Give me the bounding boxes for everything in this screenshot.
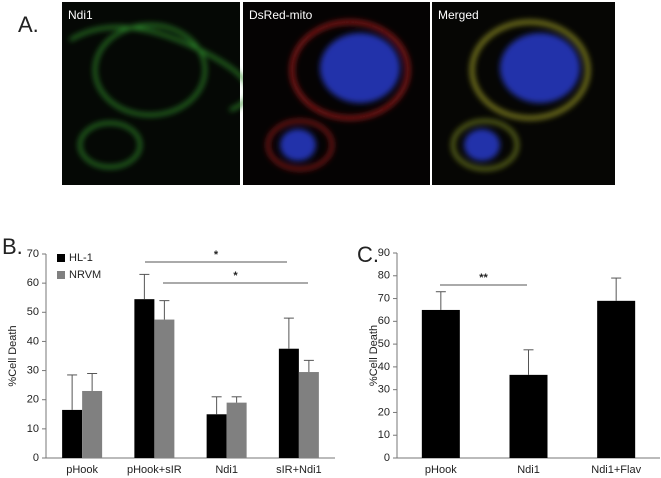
y-axis-label: %Cell Death: [368, 325, 380, 386]
x-tick-label: sIR+Ndi1: [276, 464, 322, 476]
legend-label: HL-1: [69, 252, 93, 264]
panel-label: A.: [18, 12, 39, 37]
bar: [509, 374, 548, 458]
y-axis-label: %Cell Death: [7, 325, 19, 386]
x-tick-label: Ndi1+Flav: [591, 464, 641, 476]
y-tick-label: 40: [378, 361, 390, 373]
bar: [206, 414, 227, 458]
bar: [298, 372, 319, 458]
bar: [278, 348, 299, 458]
y-tick-label: 0: [384, 452, 390, 464]
panel-label: C.: [357, 242, 379, 267]
y-tick-label: 90: [378, 247, 390, 259]
image-label: DsRed-mito: [249, 8, 313, 22]
y-tick-label: 40: [27, 335, 39, 347]
x-tick-label: Ndi1: [517, 464, 540, 476]
micrograph: [243, 2, 430, 185]
significance-label: *: [233, 270, 238, 282]
micrograph: [432, 2, 615, 185]
x-tick-label: Ndi1: [215, 464, 238, 476]
y-tick-label: 10: [27, 423, 39, 435]
x-tick-label: pHook+sIR: [127, 464, 182, 476]
legend-swatch: [57, 271, 65, 279]
y-tick-label: 20: [27, 394, 39, 406]
x-tick-label: pHook: [425, 464, 457, 476]
bar: [82, 390, 103, 458]
y-tick-label: 20: [378, 406, 390, 418]
x-tick-label: pHook: [66, 464, 98, 476]
bar: [154, 319, 175, 458]
bar: [134, 299, 155, 458]
image-label: Ndi1: [68, 8, 93, 22]
bar: [226, 402, 247, 458]
y-tick-label: 80: [378, 270, 390, 282]
legend-swatch: [57, 254, 65, 262]
legend-label: NRVM: [69, 269, 101, 281]
y-tick-label: 0: [33, 452, 39, 464]
bar: [421, 309, 460, 458]
significance-label: **: [479, 272, 488, 284]
significance-label: *: [214, 249, 219, 261]
micrograph: [62, 2, 251, 185]
bar: [62, 409, 83, 458]
y-tick-label: 70: [27, 248, 39, 260]
y-tick-label: 60: [378, 315, 390, 327]
bar: [597, 300, 636, 458]
y-tick-label: 30: [27, 364, 39, 376]
panel-label: B.: [2, 234, 23, 259]
y-tick-label: 50: [378, 338, 390, 350]
y-tick-label: 70: [378, 292, 390, 304]
image-label: Merged: [438, 8, 479, 22]
y-tick-label: 30: [378, 384, 390, 396]
y-tick-label: 10: [378, 429, 390, 441]
y-tick-label: 50: [27, 306, 39, 318]
y-tick-label: 60: [27, 277, 39, 289]
